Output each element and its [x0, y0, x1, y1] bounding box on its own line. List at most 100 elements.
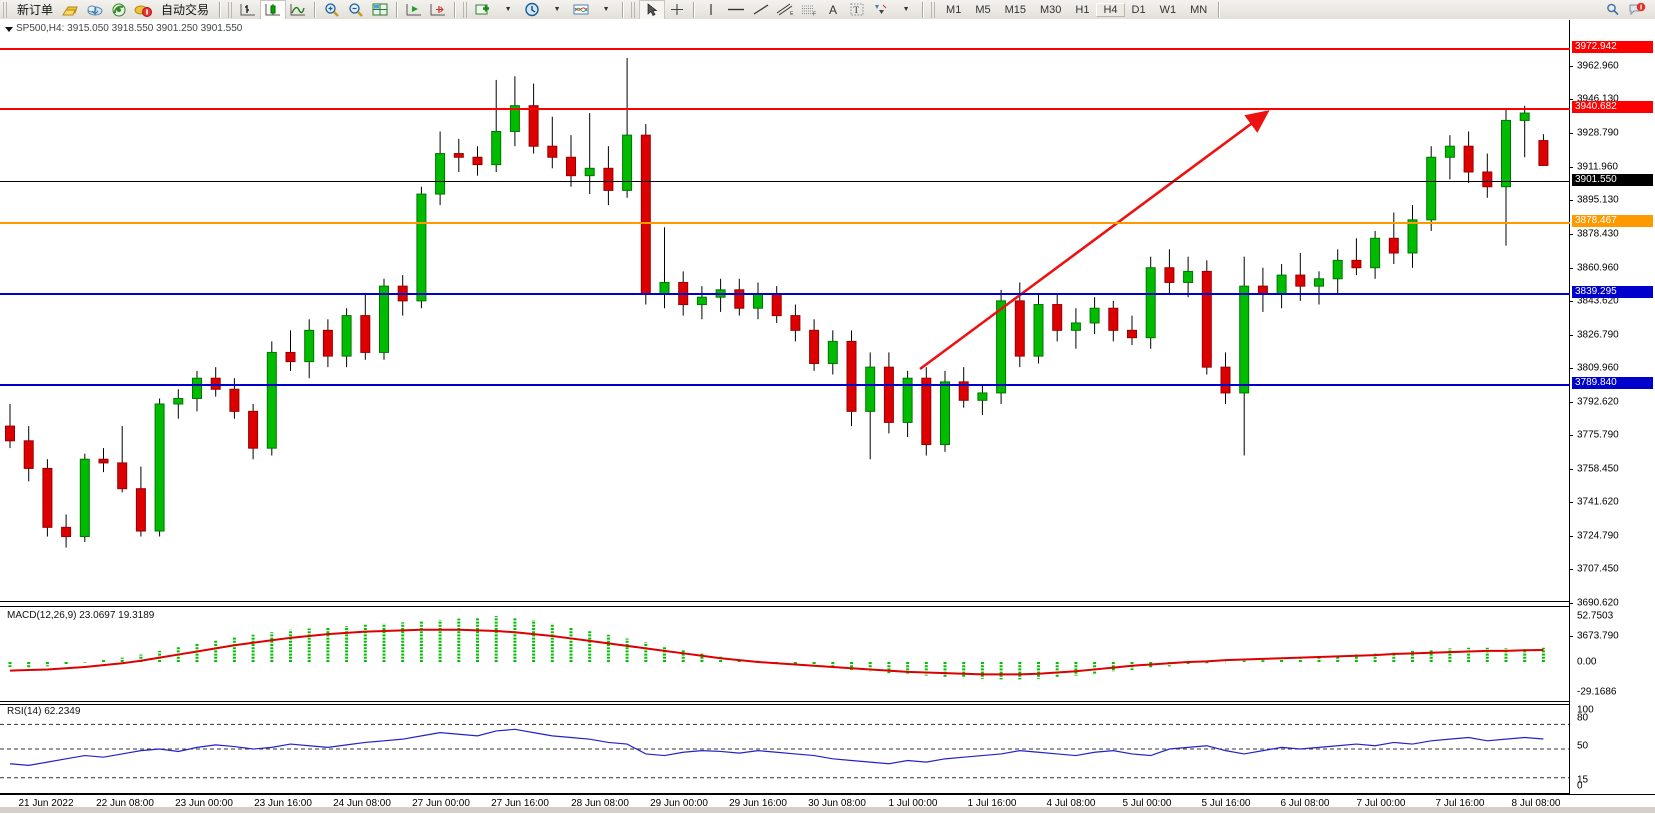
macd-pane[interactable]: MACD(12,26,9) 23.0697 19.3189 [0, 608, 1570, 702]
chart-collapse-icon[interactable] [5, 27, 13, 32]
price-tick-label: 3690.620 [1577, 598, 1619, 609]
price-tick-label: 3860.960 [1577, 263, 1619, 274]
status-strip [0, 807, 1655, 813]
macd-scale-label: -29.1686 [1577, 687, 1616, 698]
fibonacci-icon[interactable]: F [797, 1, 821, 19]
shapes-dropdown-icon[interactable]: ▼ [894, 1, 918, 19]
macd-scale-label: 0.00 [1577, 657, 1596, 668]
chart-area[interactable]: SP500,H4: 3915.050 3918.550 3901.250 390… [0, 19, 1655, 814]
zoom-in-icon[interactable] [320, 1, 344, 19]
level-line-3901[interactable] [0, 181, 1570, 182]
indicators-icon[interactable] [471, 1, 495, 19]
timeframe-m30[interactable]: M30 [1033, 3, 1068, 17]
price-tick-label: 3775.790 [1577, 430, 1619, 441]
period-icon[interactable] [520, 1, 544, 19]
price-tag-resistance[interactable]: 3940.682 [1572, 101, 1653, 113]
autotrading-button[interactable]: 自动交易 [155, 1, 215, 19]
price-tick-label: 3741.620 [1577, 497, 1619, 508]
level-line-3839[interactable] [0, 293, 1570, 295]
price-tick-mark [1570, 636, 1573, 637]
svg-text:E: E [790, 11, 794, 17]
bar-chart-icon[interactable] [236, 1, 260, 19]
price-tag-last[interactable]: 3901.550 [1572, 174, 1653, 186]
trendline-icon[interactable] [749, 1, 773, 19]
text-box-icon[interactable]: T [845, 1, 869, 19]
timeframe-h4[interactable]: H4 [1096, 3, 1124, 17]
timeframe-w1[interactable]: W1 [1153, 3, 1184, 17]
candlestick-icon[interactable] [260, 0, 286, 20]
gold-bar-icon[interactable] [59, 1, 83, 19]
toolbar-grip-4[interactable] [631, 2, 636, 18]
timeframe-h1[interactable]: H1 [1068, 3, 1096, 17]
chart-shift-icon[interactable] [402, 1, 426, 19]
timeframe-m1[interactable]: M1 [939, 3, 968, 17]
price-tag-support-1[interactable]: 3839.295 [1572, 286, 1653, 298]
signal-icon[interactable] [107, 1, 131, 19]
new-order-button[interactable]: 新订单 [11, 1, 59, 19]
price-tick-mark [1570, 234, 1573, 235]
toolbar-separator-7 [922, 2, 924, 18]
rsi-pane[interactable]: RSI(14) 62.2349 [0, 704, 1570, 794]
timeframe-m15[interactable]: M15 [998, 3, 1033, 17]
line-chart-icon[interactable] [286, 1, 310, 19]
indicators-dropdown-icon[interactable]: ▼ [496, 1, 520, 19]
shapes-icon[interactable] [869, 1, 893, 19]
price-tick-label: 3792.620 [1577, 397, 1619, 408]
rsi-scale-label: 0 [1577, 781, 1583, 792]
equidistant-channel-icon[interactable]: E [773, 1, 797, 19]
timeframe-m5[interactable]: M5 [968, 3, 997, 17]
svg-text:F: F [813, 12, 816, 18]
price-tick-mark [1570, 569, 1573, 570]
toolbar-grip-5[interactable] [931, 2, 936, 18]
templates-icon[interactable] [569, 1, 593, 19]
rsi-scale-label: 80 [1577, 713, 1588, 724]
price-tick-mark [1570, 435, 1573, 436]
timeframe-mn[interactable]: MN [1183, 3, 1214, 17]
price-tag-resistance-high[interactable]: 3972.942 [1572, 41, 1653, 53]
vertical-line-icon[interactable] [699, 1, 723, 19]
level-line-3878[interactable] [0, 222, 1570, 224]
autotrading-icon[interactable] [131, 1, 155, 19]
level-line-3789[interactable] [0, 384, 1570, 386]
cursor-icon[interactable] [639, 0, 665, 20]
zoom-out-icon[interactable] [344, 1, 368, 19]
price-tick-mark [1570, 268, 1573, 269]
toolbar-grip-3[interactable] [463, 2, 468, 18]
price-tick-label: 3895.130 [1577, 195, 1619, 206]
price-tick-label: 3826.790 [1577, 330, 1619, 341]
price-tick-label: 3809.960 [1577, 363, 1619, 374]
templates-dropdown-icon[interactable]: ▼ [594, 1, 618, 19]
crosshair-icon[interactable] [665, 1, 689, 19]
toolbar-separator-6 [693, 2, 695, 18]
toolbar-grip[interactable] [3, 2, 8, 18]
horizontal-line-icon[interactable] [723, 1, 749, 19]
toolbar-grip-2[interactable] [228, 2, 233, 18]
price-pane[interactable] [0, 21, 1570, 601]
price-tick-mark [1570, 502, 1573, 503]
toolbar-separator-8 [1218, 2, 1220, 18]
price-tag-support-2[interactable]: 3789.840 [1572, 377, 1653, 389]
price-tick-label: 3758.450 [1577, 464, 1619, 475]
price-tag-pivot[interactable]: 3878.467 [1572, 215, 1653, 227]
text-label-icon[interactable]: A [821, 1, 845, 19]
alert-icon[interactable] [1625, 1, 1649, 19]
main-toolbar: 新订单 自动交易 [0, 0, 1655, 20]
macd-scale-label: 52.7503 [1577, 611, 1613, 622]
cloud-icon[interactable] [83, 1, 107, 19]
timeframe-d1[interactable]: D1 [1125, 3, 1153, 17]
level-line-3972[interactable] [0, 48, 1570, 50]
price-tick-label: 3707.450 [1577, 564, 1619, 575]
auto-scroll-icon[interactable] [426, 1, 450, 19]
rsi-plot [0, 704, 1570, 794]
price-tick-mark [1570, 167, 1573, 168]
grid-icon[interactable] [368, 1, 392, 19]
macd-plot [0, 608, 1570, 702]
autotrading-label: 自动交易 [157, 1, 213, 18]
price-tick-mark [1570, 368, 1573, 369]
price-tick-mark [1570, 66, 1573, 67]
period-dropdown-icon[interactable]: ▼ [545, 1, 569, 19]
level-line-3940[interactable] [0, 108, 1570, 110]
price-tick-label: 3878.430 [1577, 229, 1619, 240]
search-icon[interactable] [1601, 1, 1625, 19]
